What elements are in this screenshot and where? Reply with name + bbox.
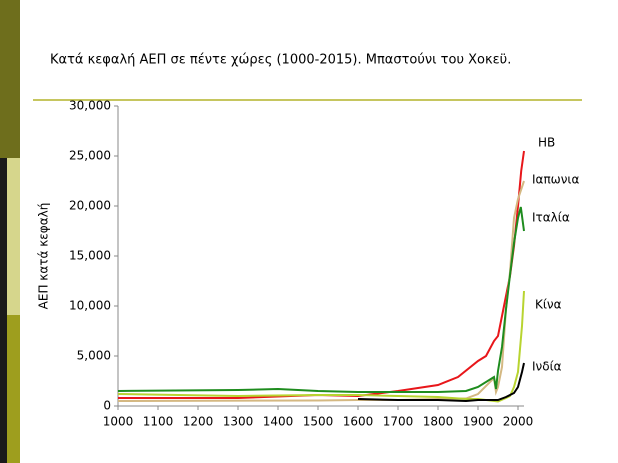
x-tick-label: 1300: [223, 415, 254, 429]
x-tick-label: 1200: [183, 415, 214, 429]
series-label: Ιταλία: [532, 211, 570, 225]
series-line: [118, 150, 525, 399]
y-tick-label: 5,000: [77, 349, 111, 363]
series-line: [117, 180, 525, 402]
y-tick-label: 20,000: [69, 199, 111, 213]
x-tick-label: 2000: [503, 415, 534, 429]
x-tick-label: 1000: [103, 415, 134, 429]
series-label: Κίνα: [535, 298, 562, 312]
series-label: Ινδία: [532, 360, 562, 374]
x-tick-label: 1500: [303, 415, 334, 429]
y-tick-label: 30,000: [69, 99, 111, 113]
y-tick-label: 0: [103, 399, 111, 413]
series-line: [117, 206, 525, 393]
x-tick-label: 1100: [143, 415, 174, 429]
x-tick-label: 1400: [263, 415, 294, 429]
y-axis-label: ΑΕΠ κατά κεφαλή: [37, 203, 51, 310]
series-label: ΗΒ: [538, 136, 555, 150]
side-edge: [0, 158, 7, 463]
y-tick-label: 15,000: [69, 249, 111, 263]
x-tick-label: 1700: [383, 415, 414, 429]
y-tick-label: 10,000: [69, 299, 111, 313]
x-tick-label: 1600: [343, 415, 374, 429]
chart-title: Κατά κεφαλή ΑΕΠ σε πέντε χώρες (1000-201…: [50, 53, 511, 68]
x-tick-label: 1800: [423, 415, 454, 429]
side-bar: [0, 0, 20, 158]
y-tick-label: 25,000: [69, 149, 111, 163]
series-line: [357, 362, 525, 403]
x-tick-label: 1900: [463, 415, 494, 429]
series-line: [117, 290, 525, 403]
series-label: Ιαπωνια: [532, 173, 579, 187]
